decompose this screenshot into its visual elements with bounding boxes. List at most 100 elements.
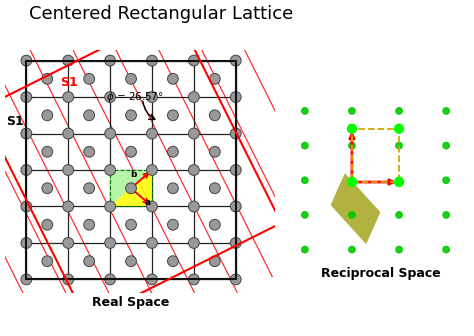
Circle shape <box>105 274 116 285</box>
Text: $b^*$: $b^*$ <box>322 120 338 137</box>
Circle shape <box>146 92 157 102</box>
Circle shape <box>105 92 116 102</box>
Circle shape <box>230 55 241 66</box>
Circle shape <box>42 146 53 157</box>
Circle shape <box>42 256 53 266</box>
Circle shape <box>21 274 32 285</box>
Circle shape <box>84 74 95 84</box>
Circle shape <box>105 201 116 212</box>
Circle shape <box>105 238 116 248</box>
Circle shape <box>105 165 116 175</box>
Circle shape <box>396 212 402 218</box>
Polygon shape <box>110 170 152 207</box>
Circle shape <box>301 142 308 149</box>
Circle shape <box>63 274 73 285</box>
Circle shape <box>301 177 308 183</box>
Circle shape <box>84 146 95 157</box>
Circle shape <box>301 246 308 253</box>
Circle shape <box>189 92 199 102</box>
Circle shape <box>443 142 449 149</box>
Circle shape <box>63 128 73 139</box>
Circle shape <box>146 128 157 139</box>
Text: $\phi$ = 26.57°: $\phi$ = 26.57° <box>106 90 164 104</box>
Circle shape <box>396 142 402 149</box>
Circle shape <box>84 183 95 194</box>
Circle shape <box>21 201 32 212</box>
Circle shape <box>21 165 32 175</box>
Circle shape <box>63 92 73 102</box>
Circle shape <box>42 183 53 194</box>
Bar <box>110 170 152 207</box>
Circle shape <box>63 238 73 248</box>
Circle shape <box>349 177 355 183</box>
Circle shape <box>167 146 178 157</box>
Circle shape <box>189 55 199 66</box>
Text: Reciprocal Space: Reciprocal Space <box>320 267 440 280</box>
Circle shape <box>126 183 137 194</box>
Circle shape <box>443 177 449 183</box>
Circle shape <box>126 219 137 230</box>
Circle shape <box>42 110 53 121</box>
Bar <box>27 60 236 280</box>
Circle shape <box>146 201 157 212</box>
Circle shape <box>42 219 53 230</box>
Circle shape <box>394 178 403 186</box>
Polygon shape <box>110 170 152 207</box>
Circle shape <box>63 201 73 212</box>
Circle shape <box>84 110 95 121</box>
Circle shape <box>396 108 402 114</box>
Text: a: a <box>145 198 151 207</box>
Text: Real Space: Real Space <box>92 296 170 309</box>
Circle shape <box>396 246 402 253</box>
Circle shape <box>84 219 95 230</box>
Circle shape <box>126 110 137 121</box>
Circle shape <box>210 183 220 194</box>
Circle shape <box>63 55 73 66</box>
Circle shape <box>230 274 241 285</box>
Text: $a^*$: $a^*$ <box>392 190 408 206</box>
Circle shape <box>167 256 178 266</box>
Circle shape <box>230 128 241 139</box>
Circle shape <box>189 238 199 248</box>
Circle shape <box>396 177 402 183</box>
Circle shape <box>443 212 449 218</box>
Circle shape <box>443 108 449 114</box>
Circle shape <box>347 178 356 186</box>
Circle shape <box>210 74 220 84</box>
Circle shape <box>146 165 157 175</box>
Circle shape <box>189 128 199 139</box>
Circle shape <box>167 110 178 121</box>
Circle shape <box>146 55 157 66</box>
Text: Centered Rectangular Lattice: Centered Rectangular Lattice <box>29 5 293 23</box>
Circle shape <box>21 92 32 102</box>
Circle shape <box>394 124 403 133</box>
Text: S1: S1 <box>6 116 24 128</box>
Circle shape <box>347 124 356 133</box>
Circle shape <box>230 201 241 212</box>
Circle shape <box>105 55 116 66</box>
Circle shape <box>210 146 220 157</box>
Circle shape <box>167 183 178 194</box>
Circle shape <box>189 165 199 175</box>
Circle shape <box>210 256 220 266</box>
Circle shape <box>210 219 220 230</box>
Circle shape <box>443 246 449 253</box>
Text: b: b <box>130 170 136 179</box>
Circle shape <box>230 165 241 175</box>
Text: S1: S1 <box>60 76 78 89</box>
Circle shape <box>146 238 157 248</box>
Circle shape <box>189 201 199 212</box>
Polygon shape <box>331 173 380 244</box>
Circle shape <box>301 212 308 218</box>
Circle shape <box>230 238 241 248</box>
Circle shape <box>21 128 32 139</box>
Circle shape <box>189 274 199 285</box>
Circle shape <box>126 74 137 84</box>
Circle shape <box>230 92 241 102</box>
Circle shape <box>349 142 355 149</box>
Circle shape <box>349 246 355 253</box>
Circle shape <box>126 146 137 157</box>
Circle shape <box>126 256 137 266</box>
Circle shape <box>63 165 73 175</box>
Circle shape <box>301 108 308 114</box>
